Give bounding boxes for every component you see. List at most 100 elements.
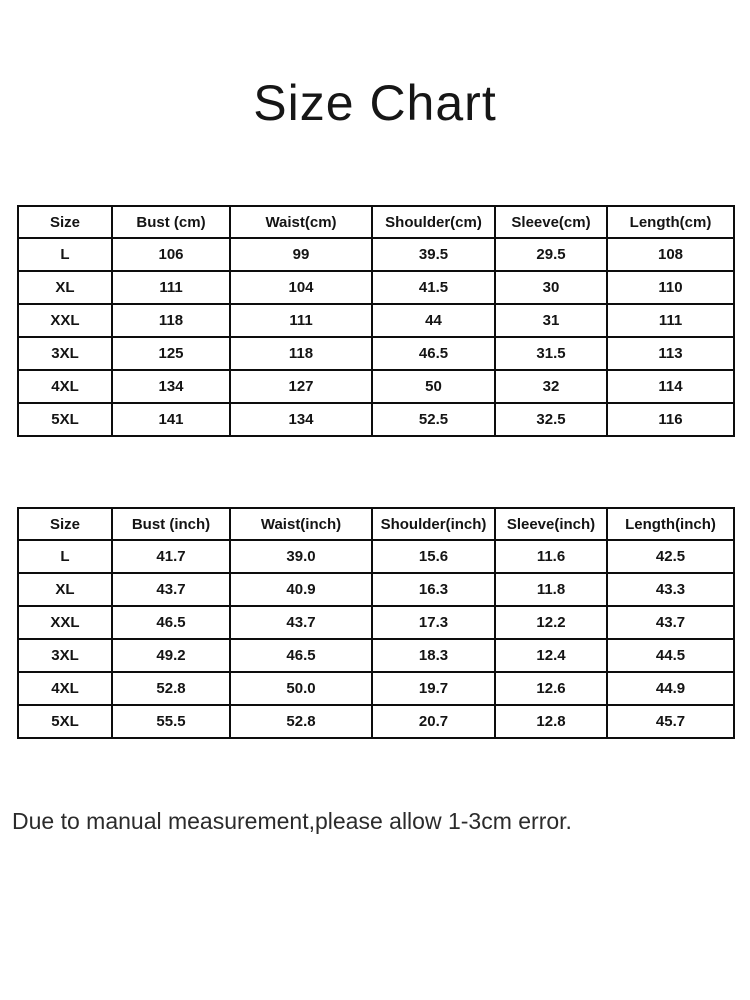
column-header: Length(inch) <box>606 507 735 541</box>
measurement-cell: 31.5 <box>494 336 608 371</box>
header-row: Size Bust (inch) Waist(inch) Shoulder(inch)… <box>17 507 735 541</box>
measurement-cell: 44.5 <box>606 638 735 673</box>
measurement-cell: 43.7 <box>229 605 373 640</box>
measurement-cell: 43.3 <box>606 572 735 607</box>
column-header: Sleeve(cm) <box>494 205 608 239</box>
measurement-cell: 39.0 <box>229 539 373 574</box>
size-label-cell: XL <box>17 572 113 607</box>
measurement-cell: 46.5 <box>229 638 373 673</box>
table-row: 5XL 55.5 52.8 20.7 12.8 45.7 <box>17 704 735 739</box>
measurement-cell: 18.3 <box>371 638 496 673</box>
table-row: XL 43.7 40.9 16.3 11.8 43.3 <box>17 572 735 607</box>
measurement-cell: 44 <box>371 303 496 338</box>
column-header: Sleeve(inch) <box>494 507 608 541</box>
measurement-note: Due to manual measurement,please allow 1… <box>12 808 572 834</box>
column-header: Waist(cm) <box>229 205 373 239</box>
column-header: Shoulder(cm) <box>371 205 496 239</box>
measurement-cell: 118 <box>229 336 373 371</box>
measurement-cell: 43.7 <box>606 605 735 640</box>
measurement-cell: 116 <box>606 402 735 437</box>
table-row: 3XL 49.2 46.5 18.3 12.4 44.5 <box>17 638 735 673</box>
measurement-cell: 118 <box>111 303 231 338</box>
measurement-cell: 15.6 <box>371 539 496 574</box>
size-label-cell: 3XL <box>17 336 113 371</box>
measurement-cell: 12.8 <box>494 704 608 739</box>
table-row: XL 111 104 41.5 30 110 <box>17 270 735 305</box>
measurement-cell: 46.5 <box>111 605 231 640</box>
measurement-cell: 20.7 <box>371 704 496 739</box>
table-row: XXL 46.5 43.7 17.3 12.2 43.7 <box>17 605 735 640</box>
size-label-cell: L <box>17 237 113 272</box>
measurement-cell: 39.5 <box>371 237 496 272</box>
column-header: Size <box>17 205 113 239</box>
measurement-cell: 99 <box>229 237 373 272</box>
measurement-cell: 52.8 <box>111 671 231 706</box>
measurement-cell: 55.5 <box>111 704 231 739</box>
measurement-cell: 29.5 <box>494 237 608 272</box>
measurement-cell: 49.2 <box>111 638 231 673</box>
size-label-cell: 5XL <box>17 704 113 739</box>
column-header: Bust (cm) <box>111 205 231 239</box>
measurement-cell: 52.5 <box>371 402 496 437</box>
size-label-cell: 3XL <box>17 638 113 673</box>
size-label-cell: 5XL <box>17 402 113 437</box>
size-label-cell: 4XL <box>17 369 113 404</box>
size-table-inch: Size Bust (inch) Waist(inch) Shoulder(inch)… <box>17 507 735 739</box>
table-row: L 41.7 39.0 15.6 11.6 42.5 <box>17 539 735 574</box>
size-table-cm: Size Bust (cm) Waist(cm) Shoulder(cm) Sleeve… <box>17 205 735 437</box>
measurement-cell: 108 <box>606 237 735 272</box>
measurement-cell: 43.7 <box>111 572 231 607</box>
measurement-cell: 12.4 <box>494 638 608 673</box>
measurement-cell: 42.5 <box>606 539 735 574</box>
measurement-cell: 19.7 <box>371 671 496 706</box>
measurement-cell: 114 <box>606 369 735 404</box>
measurement-cell: 45.7 <box>606 704 735 739</box>
table-row: 4XL 52.8 50.0 19.7 12.6 44.9 <box>17 671 735 706</box>
measurement-cell: 50 <box>371 369 496 404</box>
size-label-cell: XXL <box>17 605 113 640</box>
measurement-cell: 111 <box>229 303 373 338</box>
size-label-cell: L <box>17 539 113 574</box>
measurement-cell: 50.0 <box>229 671 373 706</box>
size-label-cell: XL <box>17 270 113 305</box>
measurement-cell: 134 <box>111 369 231 404</box>
measurement-cell: 134 <box>229 402 373 437</box>
size-label-cell: XXL <box>17 303 113 338</box>
measurement-cell: 16.3 <box>371 572 496 607</box>
page-title: Size Chart <box>253 75 497 131</box>
measurement-cell: 113 <box>606 336 735 371</box>
table-row: 3XL 125 118 46.5 31.5 113 <box>17 336 735 371</box>
column-header: Waist(inch) <box>229 507 373 541</box>
measurement-cell: 104 <box>229 270 373 305</box>
header-row: Size Bust (cm) Waist(cm) Shoulder(cm) Sleeve… <box>17 205 735 239</box>
measurement-cell: 31 <box>494 303 608 338</box>
measurement-cell: 30 <box>494 270 608 305</box>
measurement-cell: 41.5 <box>371 270 496 305</box>
measurement-cell: 125 <box>111 336 231 371</box>
measurement-cell: 41.7 <box>111 539 231 574</box>
column-header: Length(cm) <box>606 205 735 239</box>
column-header: Bust (inch) <box>111 507 231 541</box>
measurement-cell: 110 <box>606 270 735 305</box>
table-row: 5XL 141 134 52.5 32.5 116 <box>17 402 735 437</box>
measurement-cell: 106 <box>111 237 231 272</box>
measurement-cell: 12.2 <box>494 605 608 640</box>
measurement-cell: 141 <box>111 402 231 437</box>
measurement-cell: 32.5 <box>494 402 608 437</box>
measurement-cell: 11.6 <box>494 539 608 574</box>
column-header: Size <box>17 507 113 541</box>
table-row: XXL 118 111 44 31 111 <box>17 303 735 338</box>
table-row: L 106 99 39.5 29.5 108 <box>17 237 735 272</box>
measurement-cell: 17.3 <box>371 605 496 640</box>
measurement-cell: 32 <box>494 369 608 404</box>
measurement-cell: 40.9 <box>229 572 373 607</box>
measurement-cell: 12.6 <box>494 671 608 706</box>
measurement-cell: 111 <box>111 270 231 305</box>
measurement-cell: 127 <box>229 369 373 404</box>
table-row: 4XL 134 127 50 32 114 <box>17 369 735 404</box>
measurement-cell: 111 <box>606 303 735 338</box>
measurement-cell: 44.9 <box>606 671 735 706</box>
measurement-cell: 52.8 <box>229 704 373 739</box>
size-label-cell: 4XL <box>17 671 113 706</box>
